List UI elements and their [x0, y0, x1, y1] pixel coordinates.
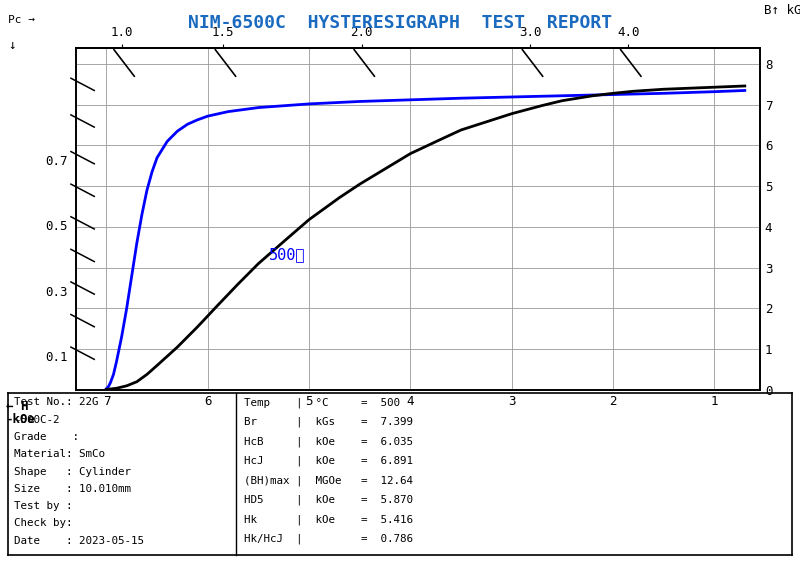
- Text: Material: SmCo: Material: SmCo: [14, 449, 106, 459]
- Text: 0.1: 0.1: [46, 351, 68, 364]
- Text: Grade    :: Grade :: [14, 432, 79, 442]
- Text: ← H: ← H: [6, 400, 28, 413]
- Text: Test by :: Test by :: [14, 501, 73, 511]
- Text: Pc →: Pc →: [8, 15, 35, 25]
- Text: -500C-2: -500C-2: [14, 415, 60, 425]
- Text: Shape   : Cylinder: Shape : Cylinder: [14, 467, 131, 476]
- Text: Test No.: 22G: Test No.: 22G: [14, 397, 99, 407]
- Text: 0.7: 0.7: [46, 155, 68, 168]
- Text: Size    : 10.010mm: Size : 10.010mm: [14, 484, 131, 494]
- Text: HD5     |  kOe    =  5.870: HD5 | kOe = 5.870: [244, 495, 413, 505]
- Text: 0.3: 0.3: [46, 286, 68, 298]
- Text: Temp    |  °C     =  500: Temp | °C = 500: [244, 397, 400, 408]
- Text: HcB     |  kOe    =  6.035: HcB | kOe = 6.035: [244, 436, 413, 447]
- Text: Br      |  kGs    =  7.399: Br | kGs = 7.399: [244, 417, 413, 427]
- Text: 0.5: 0.5: [46, 220, 68, 233]
- Text: HcJ     |  kOe    =  6.891: HcJ | kOe = 6.891: [244, 456, 413, 466]
- Text: ↓: ↓: [8, 39, 15, 52]
- Text: Hk/HcJ  |         =  0.786: Hk/HcJ | = 0.786: [244, 534, 413, 544]
- Text: Date    : 2023-05-15: Date : 2023-05-15: [14, 536, 145, 546]
- Text: NIM-6500C  HYSTERESIGRAPH  TEST  REPORT: NIM-6500C HYSTERESIGRAPH TEST REPORT: [188, 14, 612, 32]
- Text: B↑ kGs: B↑ kGs: [764, 4, 800, 17]
- Text: -kOe: -kOe: [6, 413, 36, 426]
- Text: (BH)max |  MGOe   =  12.64: (BH)max | MGOe = 12.64: [244, 475, 413, 486]
- Text: Check by:: Check by:: [14, 518, 73, 528]
- Text: 500℃: 500℃: [269, 247, 305, 263]
- Text: Hk      |  kOe    =  5.416: Hk | kOe = 5.416: [244, 514, 413, 525]
